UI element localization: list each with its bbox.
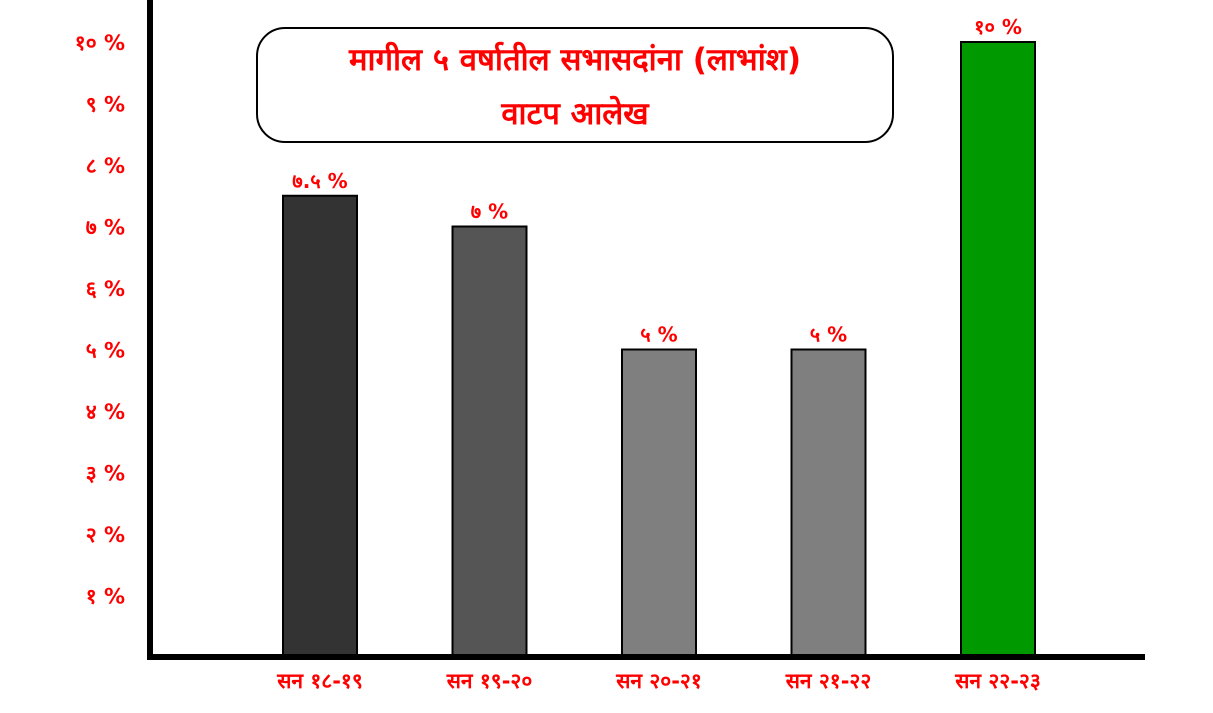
x-tick-label: सन २१-२२ (785, 669, 872, 693)
bar-value-label: ७.५ % (292, 169, 347, 193)
y-tick-label: १ % (86, 585, 125, 609)
chart-title-box: मागील ५ वर्षातील सभासदांना (लाभांश) वाटप… (256, 27, 894, 143)
bar (790, 348, 867, 658)
y-tick-label: ७ % (86, 216, 125, 240)
bar-value-label: १० % (974, 15, 1022, 39)
y-tick-label: २ % (86, 523, 125, 547)
bar (960, 41, 1036, 658)
y-tick-label: ५ % (86, 339, 125, 363)
y-tick-label: १० % (75, 31, 125, 55)
y-tick-label: ४ % (86, 400, 125, 424)
chart-title-line-1: मागील ५ वर्षातील सभासदांना (लाभांश) (348, 41, 801, 78)
x-tick-label: सन २२-२३ (954, 669, 1041, 693)
bar-value-label: ५ % (640, 323, 677, 347)
labels-layer: ७.५ % सन १८-१९ ७ % सन १९-२० ५ % सन २०-२१ ५ % सन… (75, 15, 1041, 693)
bar (451, 225, 528, 658)
axes-layer (147, 0, 1145, 660)
y-tick-label: ९ % (86, 93, 125, 117)
bars-layer (282, 41, 1036, 658)
y-tick-label: ६ % (86, 277, 125, 301)
x-tick-label: सन २०-२१ (615, 669, 702, 693)
x-tick-label: सन १८-१९ (276, 669, 363, 693)
y-tick-label: ८ % (86, 154, 125, 178)
chart-title-line-2: वाटप आलेख (500, 95, 650, 132)
title-box-frame (256, 27, 894, 143)
bar (621, 348, 697, 658)
x-tick-label: सन १९-२० (446, 669, 533, 693)
bar-value-label: ७ % (471, 200, 508, 224)
bar (282, 194, 358, 658)
y-tick-label: ३ % (86, 462, 125, 486)
bar-value-label: ५ % (810, 323, 847, 347)
